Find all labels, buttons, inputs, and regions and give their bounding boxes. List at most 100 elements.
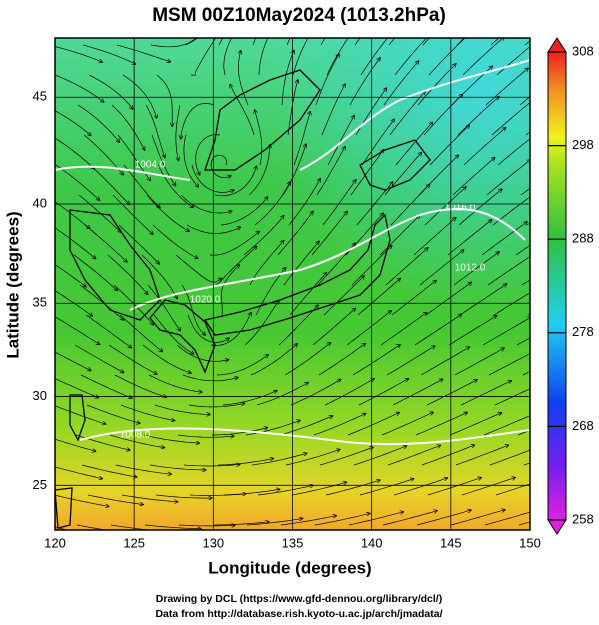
streamline	[184, 38, 198, 46]
streamline	[109, 434, 165, 448]
streamline	[123, 164, 160, 208]
streamline	[210, 154, 231, 178]
streamline	[312, 308, 355, 346]
streamline	[183, 134, 199, 187]
streamline	[142, 344, 191, 373]
streamline	[420, 347, 470, 376]
streamline	[120, 404, 175, 421]
streamline	[230, 85, 255, 136]
colorbar-tick-label: 288	[572, 231, 594, 246]
streamline	[419, 250, 464, 286]
streamline	[55, 351, 91, 371]
streamline	[487, 256, 530, 286]
streamline	[353, 446, 407, 466]
streamline	[311, 211, 347, 256]
streamline	[144, 524, 201, 529]
coastlines	[55, 69, 431, 529]
streamline	[251, 453, 307, 466]
streamline	[385, 248, 428, 286]
streamline	[209, 231, 259, 256]
streamline	[74, 344, 124, 373]
streamline	[143, 434, 199, 443]
streamline	[177, 435, 234, 437]
streamline	[488, 353, 530, 376]
streamline	[494, 388, 530, 406]
streamline	[243, 216, 284, 256]
streamline	[187, 314, 229, 343]
streamline	[497, 138, 530, 166]
streamline	[119, 314, 163, 352]
streamline	[148, 374, 202, 392]
streamline	[55, 46, 102, 62]
credit-line: Drawing by DCL (https://www.gfd-dennou.o…	[156, 593, 442, 605]
streamline	[55, 74, 104, 102]
streamline	[414, 314, 462, 346]
streamline	[213, 522, 269, 526]
streamline	[462, 38, 504, 76]
streamline	[325, 480, 380, 496]
streamline	[223, 489, 280, 496]
streamline	[486, 160, 530, 196]
streamline	[359, 479, 414, 496]
y-axis-label: Latitude (degrees)	[3, 211, 22, 358]
streamline	[314, 513, 370, 526]
streamline	[277, 211, 313, 256]
streamline	[246, 518, 303, 526]
streamline	[255, 110, 263, 166]
streamline	[491, 102, 530, 136]
streamline	[316, 147, 345, 196]
streamline	[458, 189, 502, 226]
streamline	[152, 224, 198, 258]
streamline	[211, 428, 267, 436]
streamline	[391, 281, 436, 316]
streamline	[481, 222, 527, 256]
x-tick-label: 130	[202, 535, 224, 550]
streamline	[210, 313, 251, 346]
streamline	[85, 314, 131, 348]
streamline	[182, 374, 238, 382]
streamline	[495, 483, 530, 496]
streamline	[250, 344, 297, 376]
x-tick-label: 145	[440, 535, 462, 550]
streamline	[118, 224, 159, 264]
contour-label: 1008.0	[120, 430, 151, 441]
x-tick-label: 125	[123, 535, 145, 550]
streamline	[496, 46, 530, 76]
contour-labels: 1020.0 1016.0 1012.0 1008.0 1004.0	[120, 160, 486, 441]
streamline	[256, 383, 308, 406]
streamline	[319, 447, 373, 466]
streamline	[463, 128, 506, 166]
streamline	[55, 466, 102, 479]
x-tick-label: 135	[282, 535, 304, 550]
streamline	[428, 38, 468, 76]
streamline	[413, 218, 456, 256]
streamline	[393, 478, 447, 496]
streamline	[392, 379, 443, 406]
streamline	[55, 137, 95, 169]
streamline	[357, 278, 400, 316]
streamline	[394, 38, 427, 76]
streamline	[381, 412, 433, 436]
streamline	[220, 265, 239, 316]
streamline	[425, 282, 472, 316]
streamline	[107, 254, 148, 294]
title: MSM 00Z10May2024 (1013.2hPa)	[152, 5, 446, 26]
streamline	[485, 68, 528, 106]
streamline	[352, 345, 400, 376]
streamline	[415, 412, 467, 436]
streamline	[489, 449, 530, 466]
contour-label: 1020.0	[190, 295, 221, 306]
streamline	[89, 164, 130, 205]
colorbar-tick-label: 278	[572, 324, 594, 339]
streamline	[450, 510, 505, 526]
streamline	[249, 241, 284, 286]
y-tick-label: 30	[33, 388, 47, 403]
streamline	[88, 74, 133, 109]
streamline	[55, 164, 100, 200]
axes: 120 125 130 135 140 145 150 25 30 35 40 45	[33, 38, 541, 550]
streamlines	[55, 38, 530, 530]
streamline	[460, 381, 511, 406]
streamline	[429, 125, 469, 166]
streamline	[156, 74, 172, 126]
streamline	[86, 404, 140, 423]
